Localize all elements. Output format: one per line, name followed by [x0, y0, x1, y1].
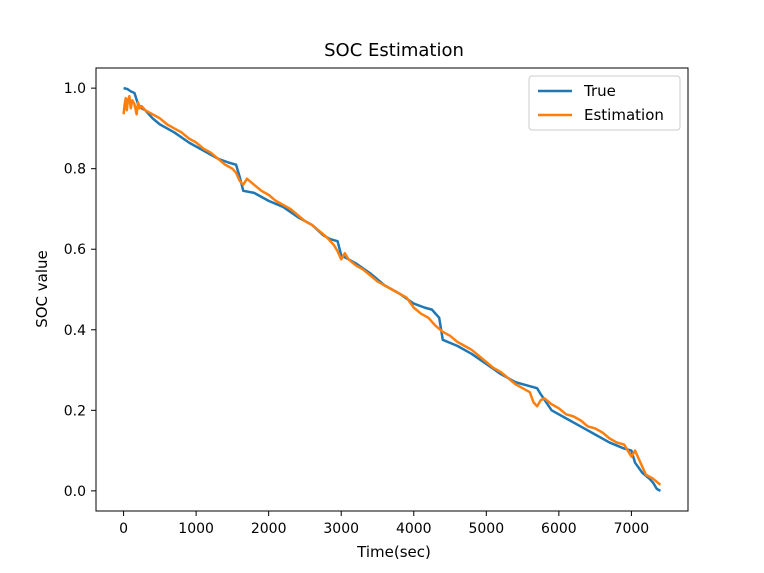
y-tick-label: 0.8: [64, 162, 86, 178]
x-axis-label: Time(sec): [356, 543, 431, 561]
x-tick-label: 7000: [614, 521, 650, 537]
y-axis: 0.0 0.2 0.4 0.6 0.8 1.0: [64, 81, 96, 500]
x-tick-label: 0: [119, 521, 128, 537]
plot-area: [95, 67, 689, 512]
x-tick-label: 1000: [178, 521, 214, 537]
series-line-true: [123, 86, 662, 492]
y-tick-label: 0.4: [64, 323, 86, 339]
y-tick-label: 0.0: [64, 484, 86, 500]
legend: True Estimation: [528, 75, 681, 131]
legend-label-true: True: [583, 82, 616, 100]
x-tick-label: 3000: [323, 521, 359, 537]
y-axis-label: SOC value: [33, 250, 51, 328]
y-tick-label: 0.2: [64, 403, 86, 419]
x-tick-label: 2000: [251, 521, 287, 537]
legend-box: [528, 75, 681, 131]
x-tick-label: 5000: [468, 521, 504, 537]
series-line-estimation: [122, 94, 662, 486]
plot-frame: [95, 67, 689, 512]
y-tick-label: 1.0: [64, 81, 86, 97]
chart-title: SOC Estimation: [324, 40, 464, 61]
series-layer: [122, 86, 662, 492]
legend-label-estimation: Estimation: [584, 106, 664, 124]
x-axis: 0 1000 2000 3000 4000 5000 6000 7000: [119, 511, 649, 537]
x-tick-label: 6000: [541, 521, 577, 537]
x-tick-label: 4000: [396, 521, 432, 537]
y-tick-label: 0.6: [64, 242, 86, 258]
